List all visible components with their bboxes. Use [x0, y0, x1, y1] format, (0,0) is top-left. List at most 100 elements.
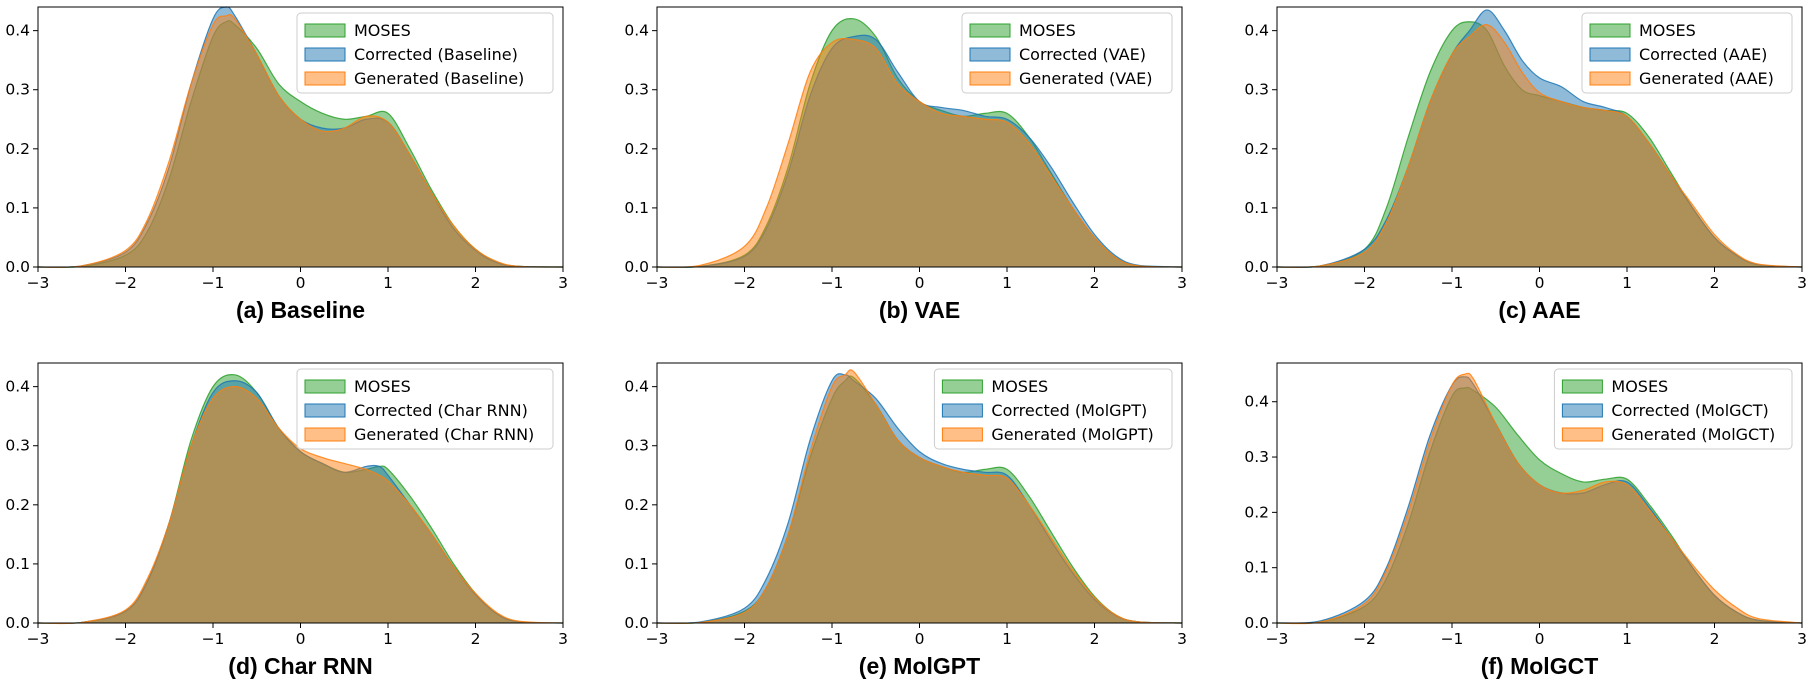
- x-tick-label: −2: [114, 630, 137, 648]
- series-line-3: [37, 13, 564, 268]
- y-tick-label: 0.2: [1244, 140, 1269, 158]
- legend-swatch: [969, 23, 1011, 38]
- x-tick-label: 0: [296, 630, 306, 648]
- legend-label: MOSES: [991, 377, 1048, 396]
- series-area-3: [38, 14, 563, 268]
- x-tick-label: 3: [1177, 274, 1187, 292]
- x-tick-label: 3: [558, 274, 568, 292]
- x-tick-label: −3: [646, 630, 669, 648]
- x-tick-label: 2: [1090, 630, 1100, 648]
- x-tick-label: −2: [1353, 630, 1376, 648]
- chart-panel-2: −3 −2 −1 0 1 2 3 0.0 0.1 0.2 0.3 0.4 MOSES Corrected …: [624, 6, 1187, 323]
- legend-label: Generated (Baseline): [354, 69, 524, 88]
- x-tick-label: −1: [821, 274, 844, 292]
- x-tick-label: 0: [915, 630, 925, 648]
- chart-panel-5: −3 −2 −1 0 1 2 3 0.0 0.1 0.2 0.3 0.4 MOSES Corrected …: [624, 362, 1187, 679]
- x-tick-label: 1: [1622, 274, 1632, 292]
- y-tick-label: 0.1: [5, 555, 30, 573]
- legend: MOSES Corrected (Char RNN) Generated (Char…: [296, 368, 554, 450]
- x-tick-label: −2: [114, 274, 137, 292]
- series-area-3: [657, 38, 1182, 268]
- panel-caption: (c) AAE: [1498, 297, 1580, 323]
- legend-swatch: [1589, 47, 1631, 62]
- x-tick-label: 2: [471, 630, 481, 648]
- legend: MOSES Corrected (MolGPT) Generated (MolGPT…: [933, 368, 1173, 450]
- x-tick-label: 0: [1535, 274, 1545, 292]
- legend-swatch: [304, 379, 346, 394]
- y-tick-label: 0.3: [1244, 81, 1269, 99]
- y-tick-label: 0.2: [624, 496, 649, 514]
- y-tick-label: 0.1: [5, 199, 30, 217]
- x-tick-label: 0: [1535, 630, 1545, 648]
- legend-swatch: [1561, 403, 1603, 418]
- legend: MOSES Corrected (MolGCT) Generated (MolGCT…: [1553, 368, 1793, 450]
- y-tick-label: 0.1: [1244, 199, 1269, 217]
- legend-label: Corrected (VAE): [1019, 45, 1146, 64]
- legend-label: MOSES: [354, 21, 411, 40]
- x-tick-label: 0: [915, 274, 925, 292]
- y-tick-label: 0.4: [624, 378, 649, 396]
- x-tick-label: 3: [558, 630, 568, 648]
- series-area-3: [1277, 24, 1802, 268]
- legend-box: [961, 12, 1173, 94]
- y-tick-label: 0.0: [624, 258, 649, 276]
- series-line-3: [37, 386, 564, 625]
- x-tick-label: 1: [383, 630, 393, 648]
- y-tick-label: 0.0: [1244, 614, 1269, 632]
- legend-swatch: [1589, 23, 1631, 38]
- chart-panel-4: −3 −2 −1 0 1 2 3 0.0 0.1 0.2 0.3 0.4 MOSES Corrected …: [5, 362, 568, 679]
- legend-swatch: [941, 403, 983, 418]
- legend-box: [296, 368, 554, 450]
- x-tick-label: 3: [1797, 274, 1807, 292]
- series-line-3: [656, 369, 1183, 624]
- series-line-3: [656, 37, 1183, 268]
- x-tick-label: 1: [1002, 274, 1012, 292]
- legend-label: MOSES: [354, 377, 411, 396]
- x-tick-label: 2: [1710, 630, 1720, 648]
- y-tick-label: 0.4: [624, 22, 649, 40]
- y-tick-label: 0.0: [5, 614, 30, 632]
- panel-caption: (a) Baseline: [236, 297, 365, 323]
- x-tick-label: 2: [471, 274, 481, 292]
- x-tick-label: 3: [1177, 630, 1187, 648]
- legend-swatch: [969, 71, 1011, 86]
- y-tick-label: 0.0: [5, 258, 30, 276]
- chart-panel-1: −3 −2 −1 0 1 2 3 0.0 0.1 0.2 0.3 0.4 MOSES Corrected …: [5, 6, 568, 323]
- chart-panel-3: −3 −2 −1 0 1 2 3 0.0 0.1 0.2 0.3 0.4 MOSES Corrected …: [1244, 6, 1807, 323]
- legend-box: [1553, 368, 1793, 450]
- legend-swatch: [969, 47, 1011, 62]
- legend-swatch: [304, 23, 346, 38]
- x-tick-label: −3: [1266, 274, 1289, 292]
- x-tick-label: 1: [1622, 630, 1632, 648]
- legend-box: [296, 12, 554, 94]
- panel-caption: (f) MolGCT: [1481, 653, 1599, 679]
- y-tick-label: 0.4: [5, 378, 30, 396]
- y-tick-label: 0.0: [1244, 258, 1269, 276]
- legend-label: Generated (AAE): [1639, 69, 1774, 88]
- legend: MOSES Corrected (AAE) Generated (AAE): [1581, 12, 1793, 94]
- y-tick-label: 0.3: [624, 81, 649, 99]
- series-group: [37, 6, 564, 269]
- x-tick-label: −1: [1441, 274, 1464, 292]
- series-group: [1276, 9, 1803, 269]
- y-tick-label: 0.0: [624, 614, 649, 632]
- legend-label: MOSES: [1639, 21, 1696, 40]
- x-tick-label: 1: [1002, 630, 1012, 648]
- legend-swatch: [1561, 427, 1603, 442]
- legend-swatch: [304, 403, 346, 418]
- y-tick-label: 0.2: [624, 140, 649, 158]
- legend-label: Corrected (Char RNN): [354, 401, 528, 420]
- y-tick-label: 0.4: [1244, 22, 1269, 40]
- legend-swatch: [941, 427, 983, 442]
- y-tick-label: 0.3: [5, 81, 30, 99]
- legend-label: Generated (VAE): [1019, 69, 1152, 88]
- legend-label: MOSES: [1611, 377, 1668, 396]
- series-line-3: [1276, 24, 1803, 268]
- y-tick-label: 0.1: [624, 199, 649, 217]
- legend-swatch: [304, 71, 346, 86]
- y-tick-label: 0.2: [5, 496, 30, 514]
- y-tick-label: 0.1: [1244, 559, 1269, 577]
- x-tick-label: −3: [1266, 630, 1289, 648]
- x-tick-label: −1: [821, 630, 844, 648]
